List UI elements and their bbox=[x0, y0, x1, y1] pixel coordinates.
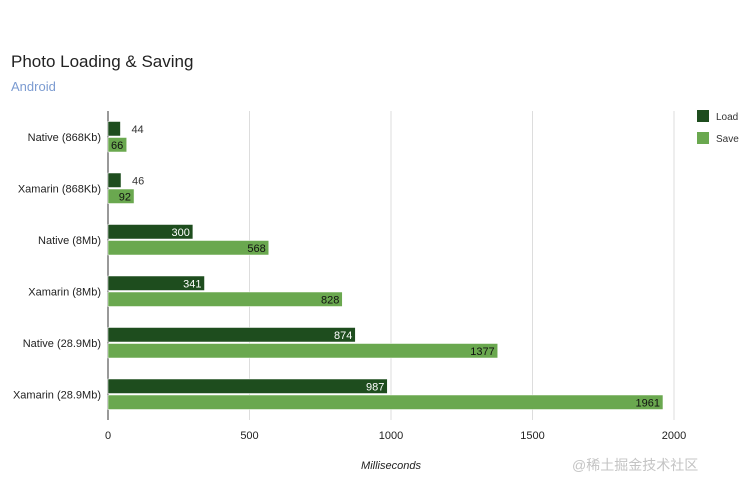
legend-swatch-load bbox=[697, 110, 709, 122]
legend-swatch-save bbox=[697, 132, 709, 144]
x-axis-title: Milliseconds bbox=[361, 460, 421, 472]
chart-title: Photo Loading & Saving bbox=[11, 52, 194, 71]
bar-load bbox=[107, 275, 205, 291]
legend-label-save: Save bbox=[716, 134, 739, 145]
bar-save bbox=[107, 137, 127, 153]
bar-save bbox=[107, 394, 664, 410]
x-tick-label: 500 bbox=[240, 430, 258, 442]
data-label: 874 bbox=[334, 330, 352, 342]
chart-subtitle: Android bbox=[11, 79, 56, 94]
category-label: Xamarin (8Mb) bbox=[28, 286, 101, 298]
bar-save bbox=[107, 343, 498, 359]
x-tick-label: 1000 bbox=[379, 430, 403, 442]
bar-save bbox=[107, 240, 269, 256]
bar-load bbox=[107, 121, 121, 137]
category-label: Native (868Kb) bbox=[28, 132, 101, 144]
category-label: Native (28.9Mb) bbox=[23, 338, 101, 350]
bar-load bbox=[107, 172, 122, 188]
data-label: 1961 bbox=[635, 397, 659, 409]
data-label: 66 bbox=[111, 140, 123, 152]
data-label: 92 bbox=[119, 191, 131, 203]
category-label: Native (8Mb) bbox=[38, 235, 101, 247]
bar-save bbox=[107, 291, 343, 307]
data-label: 300 bbox=[172, 227, 190, 239]
bar-load bbox=[107, 378, 388, 394]
bar-load bbox=[107, 224, 194, 240]
data-label: 828 bbox=[321, 294, 339, 306]
x-tick-label: 1500 bbox=[520, 430, 544, 442]
data-label: 1377 bbox=[470, 346, 494, 358]
watermark-text: @稀土掘金技术社区 bbox=[572, 457, 699, 473]
category-label: Xamarin (868Kb) bbox=[18, 183, 101, 195]
bar-save bbox=[107, 188, 135, 204]
data-label: 44 bbox=[131, 124, 143, 136]
data-label: 46 bbox=[132, 175, 144, 187]
data-label: 568 bbox=[247, 243, 265, 255]
data-label: 341 bbox=[183, 278, 201, 290]
data-label: 987 bbox=[366, 381, 384, 393]
bar-load bbox=[107, 327, 356, 343]
legend-label-load: Load bbox=[716, 112, 738, 123]
category-label: Xamarin (28.9Mb) bbox=[13, 389, 101, 401]
x-tick-label: 0 bbox=[105, 430, 111, 442]
x-tick-label: 2000 bbox=[662, 430, 686, 442]
